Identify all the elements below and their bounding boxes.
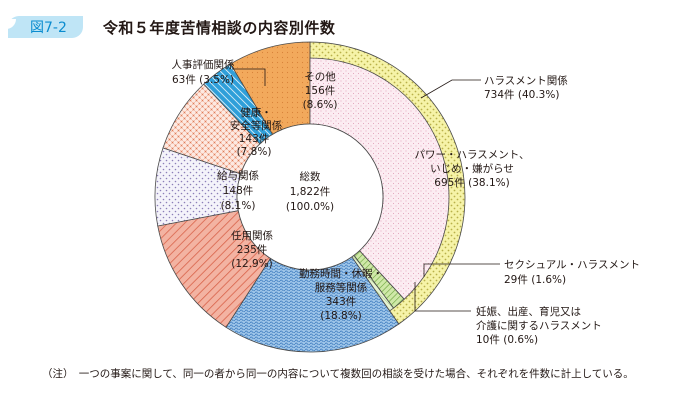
label-salary: 給与関係 [217,169,259,182]
label-evaluation: 人事評価関係 [172,58,235,71]
figure-header: 図7-2 令和５年度苦情相談の内容別件数 [6,14,336,40]
label-sexual-harassment: セクシュアル・ハラスメント [504,259,640,271]
percent-worktime: (18.8%) [320,310,362,322]
label-power-harassment: パワー・ハラスメント、 [414,149,529,161]
center-title: 総数 [300,170,321,183]
figure-title: 令和５年度苦情相談の内容別件数 [102,18,336,37]
count-salary: 148件 [223,185,254,197]
value-evaluation: 63件 (3.5%) [172,74,234,86]
count-worktime: 343件 [326,296,357,308]
label-pregnancy-harassment-2: 介護に関するハラスメント [476,319,602,332]
label-worktime: 勤務時間・休暇・ [299,267,383,280]
center-hole [236,123,384,271]
count-health: 143件 [239,133,270,145]
value-sexual-harassment: 29件 (1.6%) [504,274,566,286]
footnote: （注） 一つの事案に関して、同一の者から同一の内容について複数回の相談を受けた場… [42,368,634,380]
label-appointment: 任用関係 [231,229,273,242]
inner-ring [309,57,450,312]
leader-lines [232,68,500,312]
count-appointment: 235件 [237,244,268,256]
label-worktime-2: 服務等関係 [315,281,368,294]
center-percent: (100.0%) [286,201,334,213]
figure-number-badge: 図7-2 [6,16,83,38]
value-pregnancy-harassment: 10件 (0.6%) [476,334,538,346]
label-health-2: 安全等関係 [230,119,283,132]
label-other: その他 [304,70,336,83]
percent-appointment: (12.9%) [231,258,273,270]
value-harassment: 734件 (40.3%) [484,89,559,101]
label-harassment: ハラスメント関係 [484,75,568,87]
center-count: 1,822件 [290,186,331,198]
percent-other: (8.6%) [303,99,338,111]
percent-salary: (8.1%) [221,200,256,212]
value-power-harassment: 695件 (38.1%) [434,177,509,189]
percent-health: (7.8%) [237,146,272,158]
label-power-harassment-2: いじめ・嫌がらせ [430,162,514,175]
label-pregnancy-harassment: 妊娠、出産、育児又は [476,305,581,318]
label-health: 健康・ [240,106,272,119]
count-other: 156件 [305,85,336,97]
